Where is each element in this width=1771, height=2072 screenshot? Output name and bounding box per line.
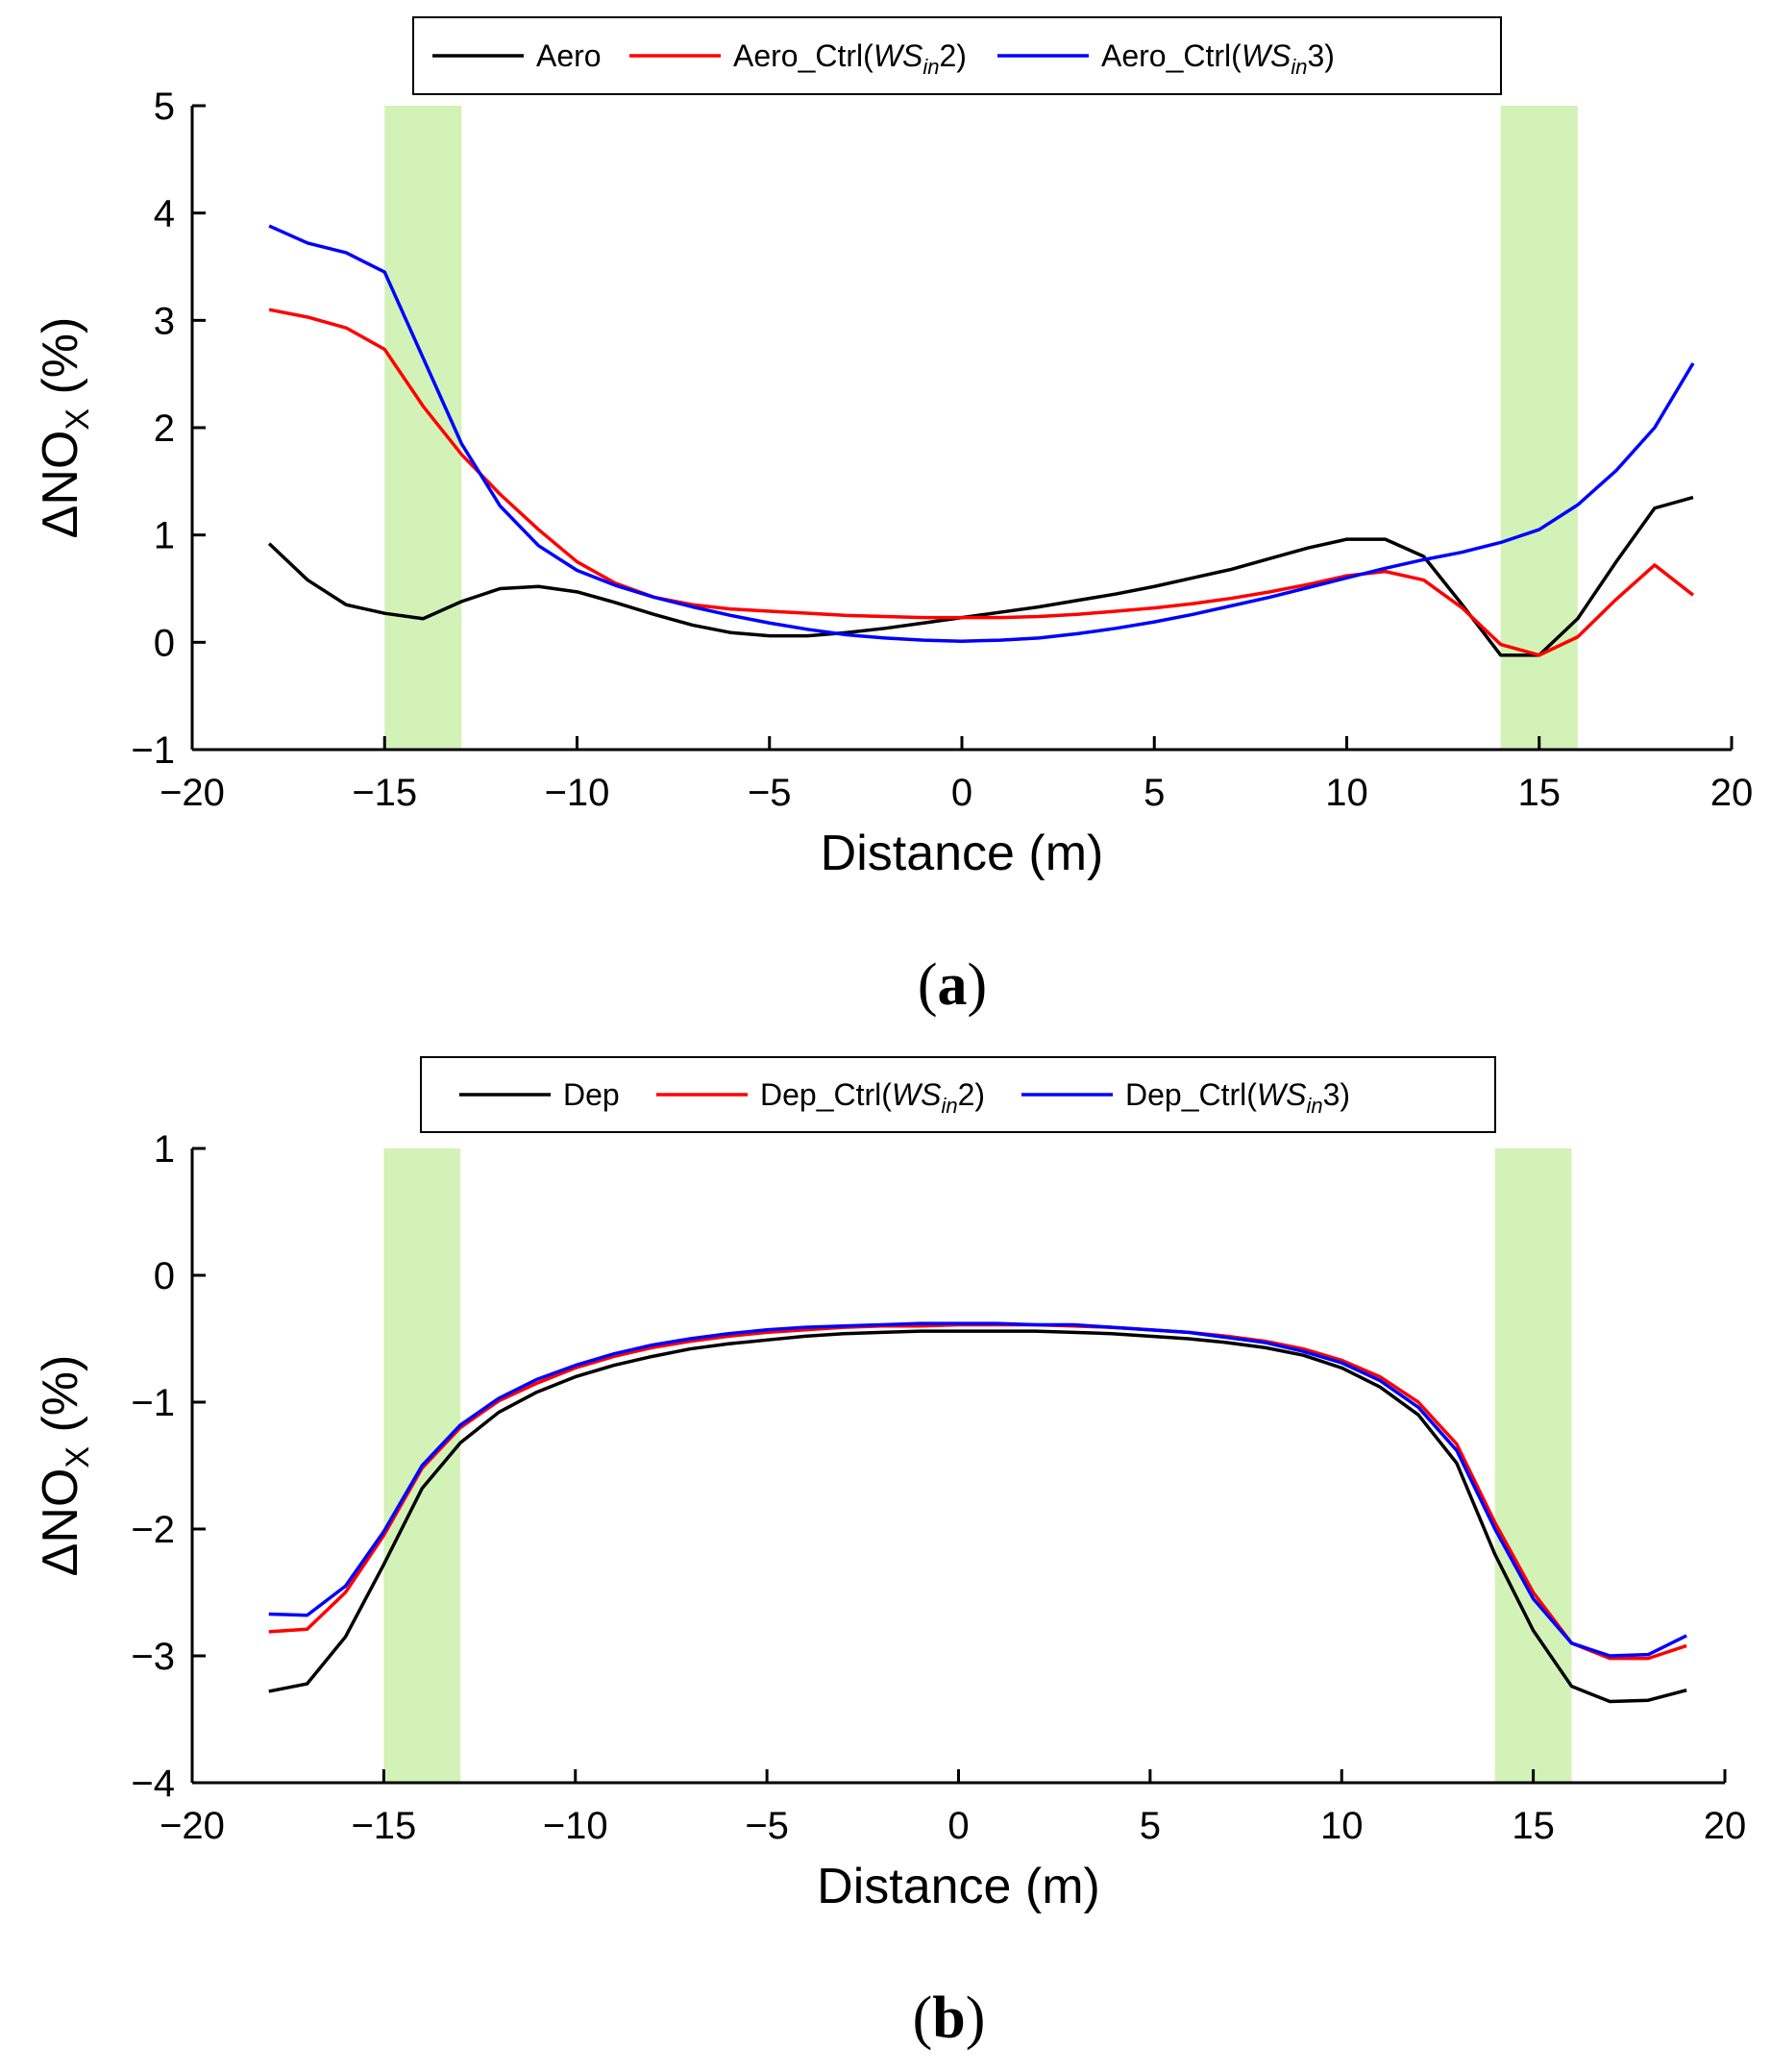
x-tick-label: −5 <box>745 1805 789 1847</box>
x-tick-label: −15 <box>351 1805 416 1847</box>
legend-label: Dep <box>563 1077 620 1112</box>
legend-label: Aero <box>536 38 602 73</box>
y-tick-label: 5 <box>154 86 175 128</box>
x-tick-label: −10 <box>545 772 610 814</box>
shaded-band-1 <box>384 106 462 750</box>
panel-caption: (b) <box>913 1986 986 2051</box>
y-tick-label: −1 <box>131 1382 175 1424</box>
series-line-dep-ctrl-wsin3- <box>268 1321 1687 1658</box>
y-tick-label: 4 <box>154 193 175 235</box>
x-tick-label: 20 <box>1710 772 1754 814</box>
legend-label: Dep_Ctrl(WSin2) <box>760 1077 985 1118</box>
x-tick-label: −15 <box>352 772 417 814</box>
legend-box <box>420 1056 1496 1133</box>
y-tick-label: 1 <box>154 515 175 557</box>
y-axis-label: ΔNOX (%) <box>33 317 96 539</box>
y-tick-label: 1 <box>154 1128 175 1171</box>
series-line-aero-ctrl-wsin3- <box>268 224 1695 643</box>
x-tick-label: 0 <box>947 1805 969 1847</box>
y-tick-label: −2 <box>131 1509 175 1551</box>
series-line-dep <box>268 1329 1687 1704</box>
x-tick-label: 15 <box>1512 1805 1555 1847</box>
x-tick-label: 5 <box>1144 772 1165 814</box>
x-axis-label: Distance (m) <box>817 1859 1100 1914</box>
legend: Dep Dep_Ctrl(WSin2) Dep_Ctrl(WSin3) <box>420 1056 1496 1133</box>
series-line-aero-ctrl-wsin2- <box>268 308 1695 657</box>
x-tick-label: 0 <box>951 772 972 814</box>
x-axis-label: Distance (m) <box>821 826 1104 881</box>
x-tick-label: 20 <box>1704 1805 1747 1847</box>
legend-box <box>412 16 1502 95</box>
y-tick-label: −4 <box>131 1763 175 1805</box>
y-tick-label: 0 <box>154 1255 175 1297</box>
legend-label: Aero_Ctrl(WSin3) <box>1101 38 1335 79</box>
x-tick-label: −5 <box>748 772 792 814</box>
y-axis-label: ΔNOX (%) <box>33 1355 96 1577</box>
shaded-band-2 <box>1494 1148 1572 1783</box>
x-tick-label: 15 <box>1518 772 1562 814</box>
series-line-dep-ctrl-wsin2- <box>268 1322 1687 1661</box>
series-line-aero <box>267 495 1694 657</box>
x-tick-label: −20 <box>160 1805 225 1847</box>
x-tick-label: 10 <box>1325 772 1368 814</box>
y-tick-label: 3 <box>154 300 175 342</box>
legend-label: Dep_Ctrl(WSin3) <box>1125 1077 1350 1118</box>
legend: Aero Aero_Ctrl(WSin2) Aero_Ctrl(WSin3) <box>412 16 1502 95</box>
x-tick-label: 5 <box>1140 1805 1161 1847</box>
legend-label: Aero_Ctrl(WSin2) <box>733 38 967 79</box>
y-tick-label: 2 <box>154 407 175 450</box>
x-tick-label: 10 <box>1320 1805 1364 1847</box>
x-tick-label: −10 <box>543 1805 608 1847</box>
y-tick-label: −1 <box>131 729 175 772</box>
y-tick-label: 0 <box>154 622 175 664</box>
panel-caption: (a) <box>918 952 987 1018</box>
x-tick-label: −20 <box>160 772 225 814</box>
y-tick-label: −3 <box>131 1636 175 1678</box>
